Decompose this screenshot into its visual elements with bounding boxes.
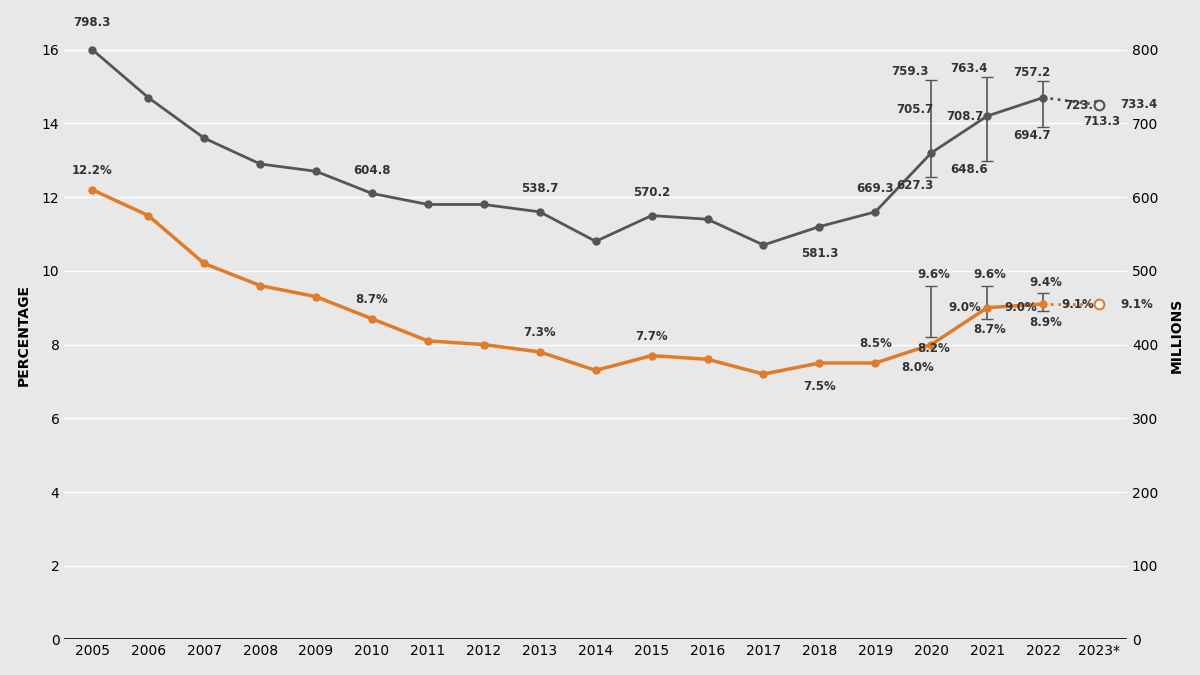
Text: 604.8: 604.8 — [353, 164, 391, 177]
Text: 9.6%: 9.6% — [973, 268, 1007, 281]
Text: 9.1%: 9.1% — [1121, 298, 1153, 310]
Text: 8.7%: 8.7% — [973, 323, 1007, 336]
Text: 7.3%: 7.3% — [523, 326, 556, 339]
Text: 12.2%: 12.2% — [72, 164, 113, 177]
Text: 648.6: 648.6 — [950, 163, 988, 176]
Text: 9.0%: 9.0% — [1004, 301, 1037, 314]
Text: 757.2: 757.2 — [1013, 66, 1050, 80]
Text: 7.7%: 7.7% — [635, 329, 668, 343]
Text: 581.3: 581.3 — [800, 247, 838, 260]
Text: 9.1%: 9.1% — [1061, 298, 1093, 310]
Text: 9.0%: 9.0% — [948, 301, 980, 314]
Text: 8.2%: 8.2% — [918, 342, 950, 354]
Text: 627.3: 627.3 — [896, 179, 934, 192]
Text: 694.7: 694.7 — [1013, 129, 1051, 142]
Y-axis label: MILLIONS: MILLIONS — [1169, 298, 1183, 373]
Text: 7.5%: 7.5% — [803, 379, 835, 393]
Text: 8.0%: 8.0% — [901, 361, 934, 374]
Text: 8.7%: 8.7% — [355, 293, 389, 306]
Text: 763.4: 763.4 — [950, 62, 988, 75]
Text: 708.7: 708.7 — [946, 111, 984, 124]
Y-axis label: PERCENTAGE: PERCENTAGE — [17, 284, 31, 386]
Text: 759.3: 759.3 — [892, 65, 929, 78]
Text: 9.4%: 9.4% — [1030, 275, 1062, 288]
Text: 723.8: 723.8 — [1064, 99, 1102, 112]
Text: 8.9%: 8.9% — [1030, 316, 1062, 329]
Text: 8.5%: 8.5% — [859, 337, 892, 350]
Text: 705.7: 705.7 — [896, 103, 934, 115]
Text: 9.6%: 9.6% — [918, 268, 950, 281]
Text: 669.3: 669.3 — [857, 182, 894, 195]
Text: 713.3: 713.3 — [1084, 115, 1121, 128]
Text: 733.4: 733.4 — [1121, 99, 1158, 111]
Text: 538.7: 538.7 — [521, 182, 558, 195]
Text: 798.3: 798.3 — [73, 16, 112, 30]
Text: 570.2: 570.2 — [632, 186, 671, 199]
